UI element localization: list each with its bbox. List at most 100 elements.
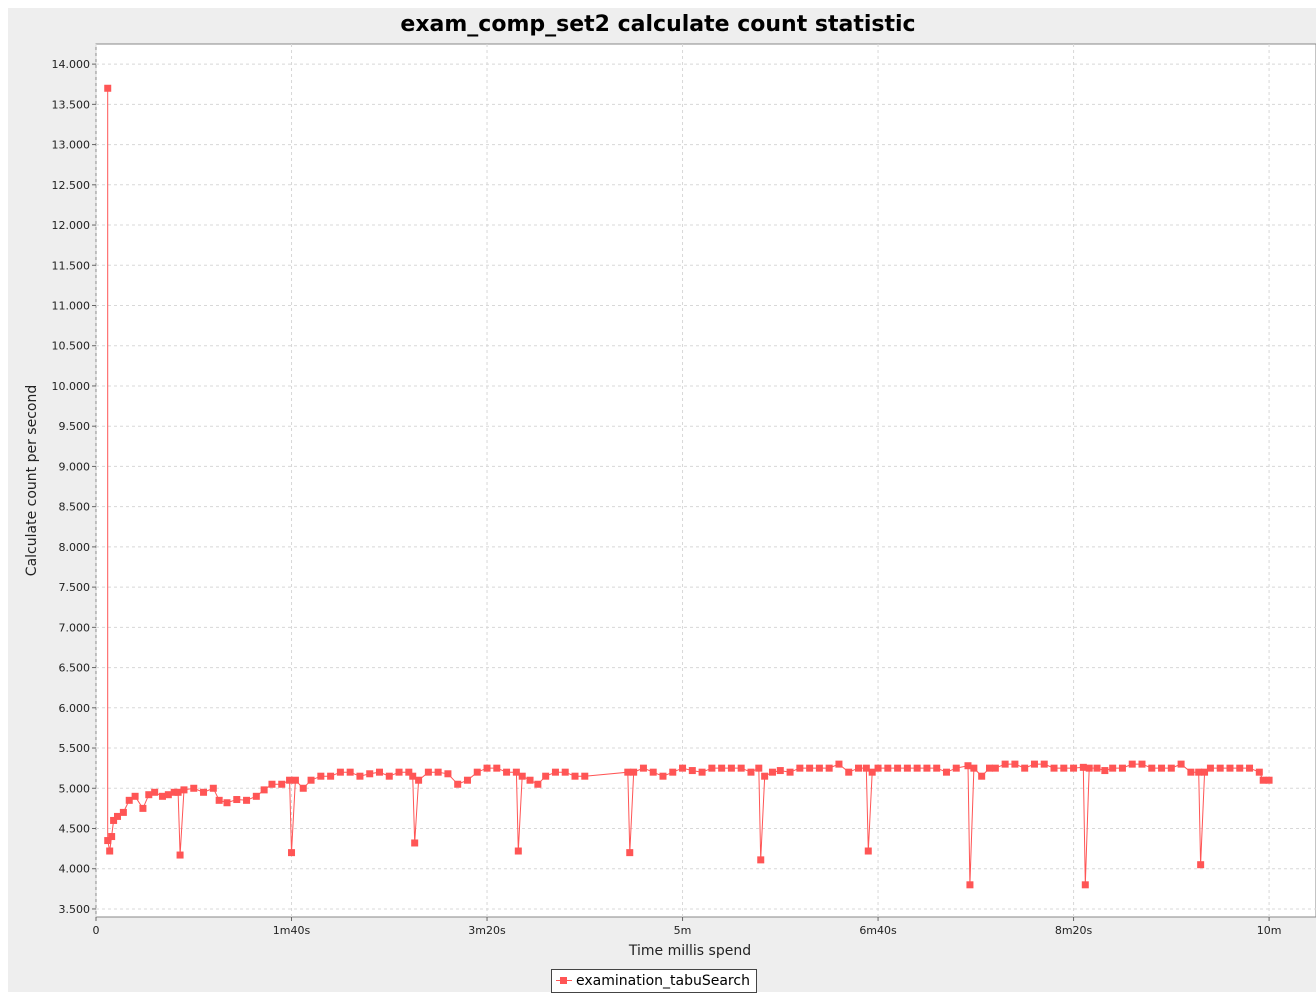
data-point	[260, 786, 268, 794]
data-point	[104, 837, 112, 845]
data-point	[503, 768, 511, 776]
data-point	[991, 764, 999, 772]
data-point	[170, 788, 178, 796]
data-point	[698, 768, 706, 776]
y-tick-label: 11.000	[52, 299, 91, 312]
legend-swatch	[556, 976, 572, 986]
data-point	[288, 849, 296, 857]
data-point	[708, 764, 716, 772]
y-tick-label: 6.000	[59, 702, 91, 715]
data-point	[151, 788, 159, 796]
data-point	[1167, 764, 1175, 772]
data-point	[411, 839, 419, 847]
data-point	[551, 768, 559, 776]
x-tick-label: 5m	[674, 924, 692, 937]
y-tick-label: 7.000	[59, 621, 91, 634]
y-tick-label: 4.000	[59, 863, 91, 876]
axes: 3.500 4.000 4.500 5.000 5.500 6.000 6.500 7.000…	[52, 58, 1282, 937]
data-point	[526, 776, 534, 784]
data-point	[1040, 760, 1048, 768]
y-tick-label: 4.500	[59, 822, 91, 835]
data-point	[1118, 764, 1126, 772]
data-point	[463, 776, 471, 784]
x-axis-label: Time millis spend	[628, 943, 751, 959]
data-point	[125, 796, 133, 804]
data-point	[884, 764, 892, 772]
data-point	[405, 768, 413, 776]
data-point	[964, 762, 972, 770]
data-point	[1081, 881, 1089, 889]
data-point	[630, 768, 638, 776]
data-point	[336, 768, 344, 776]
data-point	[356, 772, 364, 780]
data-point	[761, 772, 769, 780]
data-point	[415, 776, 423, 784]
data-point	[1195, 768, 1203, 776]
data-point	[346, 768, 354, 776]
data-point	[679, 764, 687, 772]
data-point	[952, 764, 960, 772]
grid-lines	[95, 44, 1316, 917]
data-point	[1093, 764, 1101, 772]
data-point	[483, 764, 491, 772]
y-tick-label: 14.000	[52, 58, 91, 71]
data-point	[518, 772, 526, 780]
data-point	[1259, 776, 1267, 784]
x-tick-label: 0	[93, 924, 100, 937]
data-point	[454, 780, 462, 788]
data-point	[978, 772, 986, 780]
data-point	[108, 833, 116, 841]
data-point	[444, 770, 452, 778]
x-tick-label: 8m20s	[1055, 924, 1093, 937]
data-point	[966, 881, 974, 889]
data-point	[1128, 760, 1136, 768]
data-point	[718, 764, 726, 772]
data-point	[970, 764, 978, 772]
data-point	[835, 760, 843, 768]
data-point	[1197, 861, 1205, 869]
data-point	[1085, 764, 1093, 772]
data-point	[542, 772, 550, 780]
data-point	[278, 780, 286, 788]
data-point	[1201, 768, 1209, 776]
data-point	[806, 764, 814, 772]
y-tick-label: 5.000	[59, 782, 91, 795]
data-point	[1079, 763, 1087, 771]
data-point	[768, 768, 776, 776]
data-point	[106, 847, 114, 855]
data-point	[139, 804, 147, 812]
y-tick-label: 3.500	[59, 903, 91, 916]
data-point	[1109, 764, 1117, 772]
data-point	[286, 776, 294, 784]
data-point	[727, 764, 735, 772]
y-tick-label: 10.000	[52, 380, 91, 393]
data-point	[434, 768, 442, 776]
data-point	[845, 768, 853, 776]
data-point	[561, 768, 569, 776]
series-layer	[104, 84, 1273, 889]
data-point	[624, 768, 632, 776]
data-point	[737, 764, 745, 772]
data-point	[174, 788, 182, 796]
data-point	[626, 849, 634, 857]
y-tick-label: 12.000	[52, 219, 91, 232]
y-tick-label: 8.000	[59, 541, 91, 554]
data-point	[1030, 760, 1038, 768]
data-point	[923, 764, 931, 772]
data-point	[985, 764, 993, 772]
data-point	[375, 768, 383, 776]
data-point	[180, 786, 188, 794]
data-point	[864, 847, 872, 855]
data-point	[409, 772, 417, 780]
data-point	[493, 764, 501, 772]
data-point	[688, 767, 696, 775]
y-tick-label: 11.500	[52, 259, 91, 272]
data-point	[855, 764, 862, 772]
data-point	[1011, 760, 1019, 768]
data-point	[796, 764, 804, 772]
data-point	[1265, 776, 1273, 784]
y-tick-label: 6.500	[59, 662, 91, 675]
data-point	[894, 764, 902, 772]
data-point	[1236, 764, 1244, 772]
data-point	[190, 784, 198, 792]
